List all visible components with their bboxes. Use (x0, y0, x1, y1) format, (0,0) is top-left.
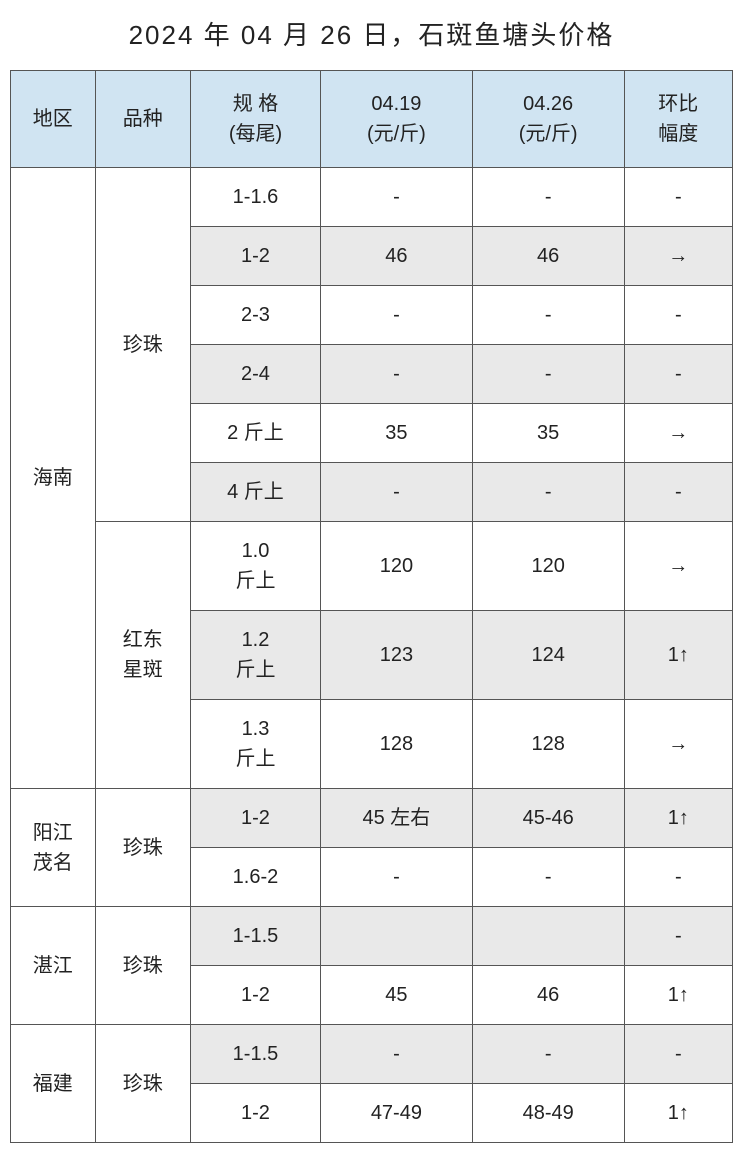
cell-price2: - (472, 345, 624, 404)
cell-region: 海南 (11, 168, 96, 789)
cell-spec: 2-3 (190, 286, 320, 345)
cell-price1: 123 (321, 611, 473, 700)
header-row: 地区 品种 规 格(每尾) 04.19(元/斤) 04.26(元/斤) 环比幅度 (11, 71, 733, 168)
cell-price1: 128 (321, 700, 473, 789)
cell-variety: 红东星斑 (95, 522, 190, 789)
cell-spec: 1-1.5 (190, 1025, 320, 1084)
cell-trend: - (624, 1025, 732, 1084)
cell-region: 湛江 (11, 907, 96, 1025)
cell-variety: 珍珠 (95, 789, 190, 907)
cell-spec: 4 斤上 (190, 463, 320, 522)
cell-price2: - (472, 168, 624, 227)
price-table: 地区 品种 规 格(每尾) 04.19(元/斤) 04.26(元/斤) 环比幅度… (10, 70, 733, 1143)
cell-price2: 48-49 (472, 1084, 624, 1143)
cell-price1: - (321, 463, 473, 522)
table-row: 福建珍珠1-1.5--- (11, 1025, 733, 1084)
cell-price2: - (472, 463, 624, 522)
cell-trend: → (624, 522, 732, 611)
cell-price2: 128 (472, 700, 624, 789)
cell-price1: 45 左右 (321, 789, 473, 848)
cell-spec: 1-1.6 (190, 168, 320, 227)
cell-trend: 1↑ (624, 1084, 732, 1143)
table-row: 海南珍珠1-1.6--- (11, 168, 733, 227)
cell-spec: 1.0斤上 (190, 522, 320, 611)
cell-price2: 45-46 (472, 789, 624, 848)
cell-trend: - (624, 907, 732, 966)
header-price2: 04.26(元/斤) (472, 71, 624, 168)
table-row: 湛江珍珠1-1.5- (11, 907, 733, 966)
cell-spec: 1-2 (190, 1084, 320, 1143)
cell-trend: 1↑ (624, 966, 732, 1025)
cell-trend: - (624, 168, 732, 227)
header-region: 地区 (11, 71, 96, 168)
cell-spec: 1-2 (190, 966, 320, 1025)
cell-price1: 45 (321, 966, 473, 1025)
cell-spec: 2-4 (190, 345, 320, 404)
cell-trend: - (624, 286, 732, 345)
cell-spec: 1.2斤上 (190, 611, 320, 700)
cell-spec: 1-1.5 (190, 907, 320, 966)
cell-spec: 1.6-2 (190, 848, 320, 907)
cell-spec: 2 斤上 (190, 404, 320, 463)
cell-trend: 1↑ (624, 789, 732, 848)
cell-price2: 46 (472, 966, 624, 1025)
cell-price1: - (321, 1025, 473, 1084)
cell-price2 (472, 907, 624, 966)
header-variety: 品种 (95, 71, 190, 168)
cell-price2: 124 (472, 611, 624, 700)
table-row: 红东星斑1.0斤上120120→ (11, 522, 733, 611)
cell-price2: 46 (472, 227, 624, 286)
header-trend: 环比幅度 (624, 71, 732, 168)
cell-price2: 120 (472, 522, 624, 611)
table-row: 阳江茂名珍珠1-245 左右45-461↑ (11, 789, 733, 848)
cell-price1: - (321, 848, 473, 907)
cell-trend: → (624, 404, 732, 463)
page-title: 2024 年 04 月 26 日，石斑鱼塘头价格 (10, 15, 733, 52)
cell-price2: - (472, 1025, 624, 1084)
cell-trend: - (624, 463, 732, 522)
cell-region: 福建 (11, 1025, 96, 1143)
cell-trend: 1↑ (624, 611, 732, 700)
cell-price1: 35 (321, 404, 473, 463)
cell-price2: 35 (472, 404, 624, 463)
cell-spec: 1-2 (190, 227, 320, 286)
cell-trend: → (624, 227, 732, 286)
header-spec: 规 格(每尾) (190, 71, 320, 168)
cell-price1: 47-49 (321, 1084, 473, 1143)
cell-trend: - (624, 848, 732, 907)
cell-variety: 珍珠 (95, 1025, 190, 1143)
cell-spec: 1.3斤上 (190, 700, 320, 789)
cell-price2: - (472, 848, 624, 907)
cell-spec: 1-2 (190, 789, 320, 848)
cell-trend: → (624, 700, 732, 789)
cell-price1: 46 (321, 227, 473, 286)
cell-price2: - (472, 286, 624, 345)
cell-variety: 珍珠 (95, 168, 190, 522)
cell-price1: - (321, 286, 473, 345)
cell-price1: - (321, 345, 473, 404)
cell-variety: 珍珠 (95, 907, 190, 1025)
cell-trend: - (624, 345, 732, 404)
table-body: 海南珍珠1-1.6---1-24646→2-3---2-4---2 斤上3535… (11, 168, 733, 1143)
cell-price1: - (321, 168, 473, 227)
cell-price1 (321, 907, 473, 966)
cell-price1: 120 (321, 522, 473, 611)
header-price1: 04.19(元/斤) (321, 71, 473, 168)
cell-region: 阳江茂名 (11, 789, 96, 907)
